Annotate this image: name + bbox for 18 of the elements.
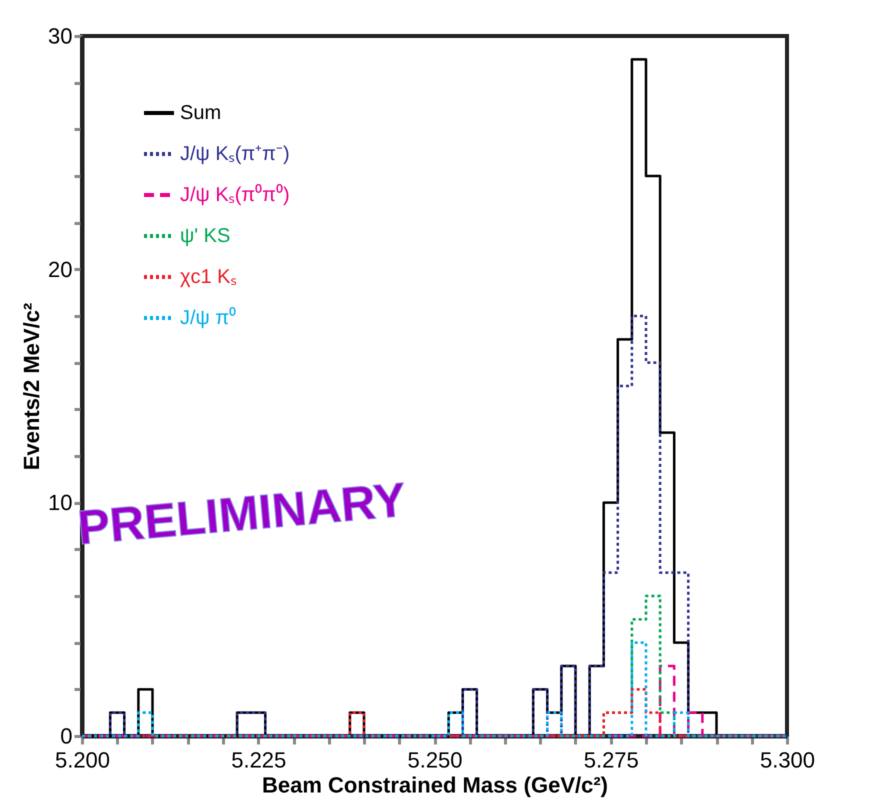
x-axis-title: Beam Constrained Mass (GeV/c²) bbox=[262, 772, 608, 798]
legend-label: J/ψ π⁰ bbox=[180, 306, 236, 329]
legend-label: ψ' KS bbox=[180, 225, 230, 247]
x-tick-label: 5.250 bbox=[407, 748, 463, 772]
legend-label: χc1 Kₛ bbox=[180, 266, 237, 288]
y-axis-title: Events/2 MeV/c² bbox=[19, 302, 44, 470]
x-tick-label: 5.300 bbox=[760, 748, 816, 772]
y-tick-label: 20 bbox=[48, 256, 72, 282]
y-tick-label: 10 bbox=[48, 490, 72, 516]
legend-label: Sum bbox=[180, 102, 222, 124]
legend-label: J/ψ Kₛ(π⁰π⁰) bbox=[180, 183, 290, 206]
x-tick-label: 5.275 bbox=[584, 748, 639, 772]
x-tick-label: 5.225 bbox=[231, 748, 286, 772]
annotation: PRELIMINARY bbox=[76, 474, 408, 556]
y-tick-label: 30 bbox=[48, 24, 72, 48]
x-tick-label: 5.200 bbox=[54, 748, 110, 772]
legend-label: J/ψ Kₛ(π⁺π⁻) bbox=[180, 143, 290, 165]
y-tick-label: 0 bbox=[60, 724, 72, 748]
